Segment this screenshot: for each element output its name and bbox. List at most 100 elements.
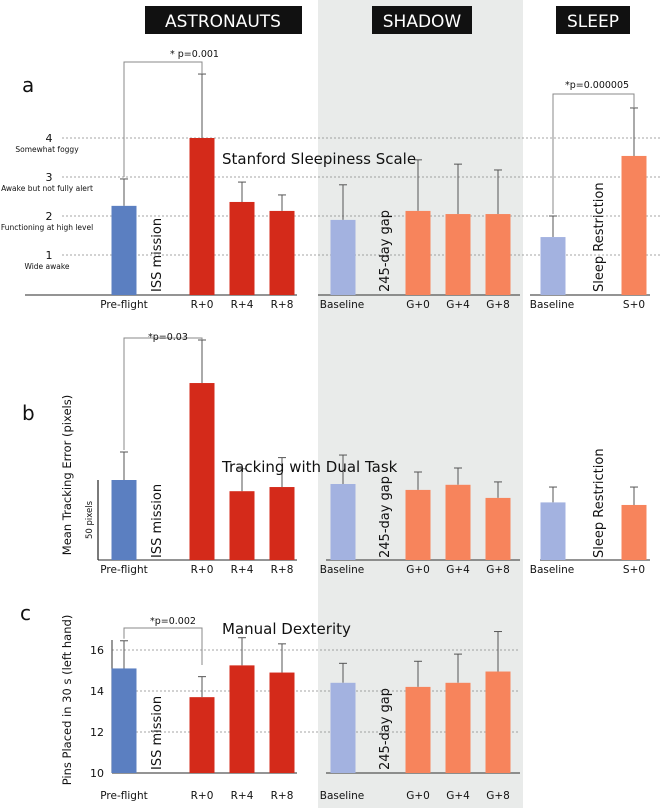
panel-a-ytick-label: 3 xyxy=(46,171,53,184)
panel-b-bar-baseline xyxy=(540,502,566,560)
panel-c-x-tick-label: Baseline xyxy=(320,790,365,802)
panel-a-significance-bracket xyxy=(552,93,635,214)
panel-a-ytick-description: Somewhat foggy xyxy=(15,145,79,154)
panel-b-bar-g-4 xyxy=(445,484,471,560)
panel-b-x-tick-label: R+4 xyxy=(231,564,254,576)
panel-c-x-tick-label: R+4 xyxy=(231,790,254,802)
panel-a-ytick-description: Functioning at high level xyxy=(1,223,93,232)
panel-a-x-tick-label: G+8 xyxy=(486,299,510,311)
panel-c-ytick-label: 10 xyxy=(90,767,104,780)
panel-b-bar-g-0 xyxy=(405,489,431,560)
panel-a-245-day-gap-label: 245-day gap xyxy=(378,210,393,292)
panel-c-bar-r-0 xyxy=(189,697,215,773)
panel-a-ytick-description: Awake but not fully alert xyxy=(1,184,93,193)
panel-c-significance-bracket xyxy=(123,627,203,665)
panel-b-x-tick-label: Baseline xyxy=(530,564,575,576)
panel-c-title: Manual Dexterity xyxy=(222,620,351,638)
panel-b-x-tick-label: R+0 xyxy=(191,564,214,576)
panel-a-letter: a xyxy=(22,73,34,97)
panel-a-significance-bracket xyxy=(123,61,203,177)
panel-a-x-tick-label: S+0 xyxy=(623,299,645,311)
panel-a-x-tick-label: Baseline xyxy=(530,299,575,311)
panel-b-bar-r-0 xyxy=(189,383,215,560)
panel-c-letter: c xyxy=(20,601,31,625)
panel-c-bar-pre-flight xyxy=(111,668,137,773)
panel-a-x-tick-label: Baseline xyxy=(320,299,365,311)
panel-c-ytick-label: 14 xyxy=(90,685,104,698)
panel-b-245-day-gap-label: 245-day gap xyxy=(378,476,393,558)
panel-c-bar-r-8 xyxy=(269,672,295,773)
panel-c-p-value-label: *p=0.002 xyxy=(150,616,196,627)
panel-c-bar-r-4 xyxy=(229,665,255,773)
panel-a-title: Stanford Sleepiness Scale xyxy=(222,150,416,168)
panel-b-x-tick-label: S+0 xyxy=(623,564,645,576)
panel-a-bar-baseline xyxy=(330,219,356,295)
panel-a-x-tick-label: R+4 xyxy=(231,299,254,311)
panel-b-letter: b xyxy=(22,401,35,425)
panel-c-x-tick-label: R+0 xyxy=(191,790,214,802)
panel-a-x-tick-label: R+8 xyxy=(271,299,294,311)
panel-a-ytick-label: 1 xyxy=(46,249,53,262)
panel-a-p-value-label: *p=0.000005 xyxy=(565,80,629,91)
panel-b-bar-r-8 xyxy=(269,487,295,560)
panel-c-x-tick-label: R+8 xyxy=(271,790,294,802)
panel-b-bar-baseline xyxy=(330,484,356,560)
astronauts-header: ASTRONAUTS xyxy=(165,12,281,32)
panel-c-bar-g-8 xyxy=(485,671,511,773)
shadow-header: SHADOW xyxy=(383,12,462,32)
panel-b-iss-mission-label: ISS mission xyxy=(150,484,165,558)
panel-b-x-tick-label: G+8 xyxy=(486,564,510,576)
panel-b-x-tick-label: Pre-flight xyxy=(100,564,147,576)
panel-b-title: Tracking with Dual Task xyxy=(221,458,398,476)
panel-a-bar-g-4 xyxy=(445,214,471,295)
panel-b-bar-g-8 xyxy=(485,497,511,560)
panel-a-ytick-description: Wide awake xyxy=(24,262,69,271)
sleep-header-box xyxy=(556,6,630,34)
panel-c-ytick-label: 16 xyxy=(90,644,104,657)
panel-a-x-tick-label: Pre-flight xyxy=(100,299,147,311)
panel-a-bar-baseline xyxy=(540,237,566,295)
panel-b-x-tick-label: R+8 xyxy=(271,564,294,576)
panel-b-bar-s-0 xyxy=(621,504,647,560)
panel-c-ytick-label: 12 xyxy=(90,726,104,739)
panel-b-x-tick-label: G+4 xyxy=(446,564,470,576)
panel-a-p-value-label: * p=0.001 xyxy=(170,49,219,60)
panel-b-bar-pre-flight xyxy=(111,480,137,560)
astronauts-header-box xyxy=(145,6,302,34)
panel-a-x-tick-label: G+0 xyxy=(406,299,430,311)
panel-a-sleep-restriction-label: Sleep Restriction xyxy=(592,182,607,292)
panel-a-x-tick-label: G+4 xyxy=(446,299,470,311)
panel-b-x-tick-label: G+0 xyxy=(406,564,430,576)
panel-c-bar-g-0 xyxy=(405,686,431,773)
panel-c-x-tick-label: Pre-flight xyxy=(100,790,147,802)
panel-a-ytick-label: 4 xyxy=(46,132,53,145)
panel-a-bar-r-0 xyxy=(189,138,215,295)
panel-b-bar-r-4 xyxy=(229,491,255,560)
panel-c-x-tick-label: G+4 xyxy=(446,790,470,802)
panel-a-ytick-label: 2 xyxy=(46,210,53,223)
panel-c-x-tick-label: G+0 xyxy=(406,790,430,802)
panel-c-245-day-gap-label: 245-day gap xyxy=(378,688,393,770)
panel-b-sleep-restriction-label: Sleep Restriction xyxy=(592,448,607,558)
panel-c-y-axis-label: Pins Placed in 30 s (left hand) xyxy=(60,615,74,786)
panel-c-x-tick-label: G+8 xyxy=(486,790,510,802)
panel-c-bar-g-4 xyxy=(445,682,471,773)
panel-c-iss-mission-label: ISS mission xyxy=(150,696,165,770)
panel-b-scale-bar-label: 50 pixels xyxy=(85,500,95,539)
panel-a-x-tick-label: R+0 xyxy=(191,299,214,311)
panel-c-bar-baseline xyxy=(330,682,356,773)
panel-a-bar-g-8 xyxy=(485,214,511,295)
shadow-header-box xyxy=(372,6,472,34)
panel-a-bar-pre-flight xyxy=(111,205,137,295)
panel-a-bar-r-4 xyxy=(229,201,255,295)
panel-a-bar-g-0 xyxy=(405,210,431,295)
panel-a-iss-mission-label: ISS mission xyxy=(150,218,165,292)
panel-b-significance-bracket xyxy=(123,337,203,450)
panel-a-bar-r-8 xyxy=(269,210,295,295)
panel-b-y-axis-label: Mean Tracking Error (pixels) xyxy=(60,395,74,555)
panel-b-x-tick-label: Baseline xyxy=(320,564,365,576)
sleep-header: SLEEP xyxy=(567,12,619,32)
panel-b-p-value-label: *p=0.03 xyxy=(148,332,188,343)
panel-a-bar-s-0 xyxy=(621,155,647,295)
